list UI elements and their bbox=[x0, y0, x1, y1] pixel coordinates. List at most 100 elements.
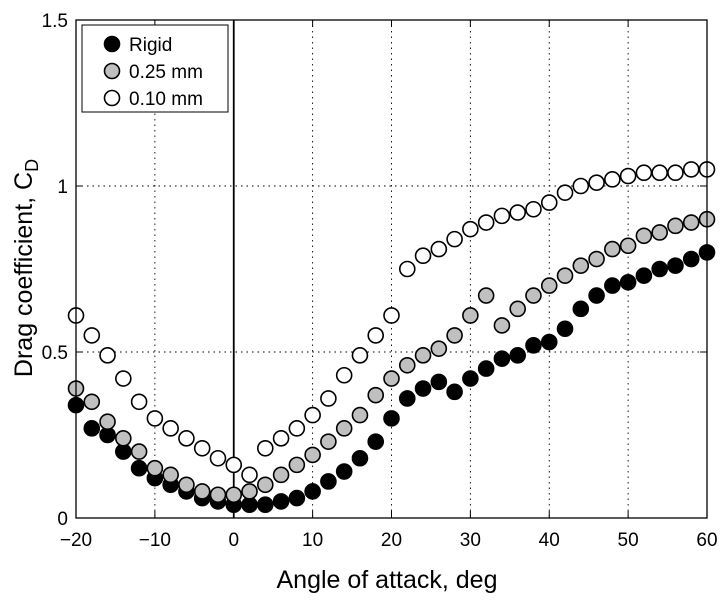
data-point bbox=[588, 250, 605, 268]
x-tick-label: −10 bbox=[139, 530, 171, 551]
data-point bbox=[493, 317, 511, 334]
data-point bbox=[572, 177, 590, 195]
data-point bbox=[635, 267, 653, 284]
data-point bbox=[604, 277, 621, 294]
x-axis-label: Angle of attack, deg bbox=[277, 566, 498, 594]
data-point bbox=[446, 230, 463, 248]
legend-marker bbox=[103, 35, 121, 53]
data-point bbox=[540, 277, 558, 294]
data-point bbox=[540, 194, 558, 211]
data-point bbox=[556, 184, 574, 201]
data-point bbox=[667, 257, 684, 274]
data-point bbox=[99, 347, 116, 364]
data-point bbox=[241, 483, 258, 500]
data-point bbox=[367, 327, 385, 344]
data-point bbox=[462, 370, 479, 387]
data-point bbox=[572, 300, 590, 318]
data-point bbox=[493, 207, 511, 225]
data-point bbox=[130, 393, 148, 411]
data-point bbox=[477, 287, 495, 304]
y-tick-label: 1 bbox=[57, 177, 68, 198]
data-point bbox=[414, 247, 432, 265]
data-point bbox=[682, 250, 700, 268]
data-point bbox=[635, 227, 653, 245]
x-tick-label: 10 bbox=[302, 530, 323, 551]
data-point bbox=[493, 350, 511, 367]
legend: Rigid 0.25 mm 0.10 mm bbox=[81, 24, 229, 113]
data-point bbox=[83, 393, 101, 411]
data-point bbox=[477, 214, 495, 231]
data-point bbox=[162, 466, 179, 484]
data-point bbox=[651, 224, 668, 241]
data-point bbox=[651, 260, 668, 278]
data-point bbox=[604, 171, 621, 188]
data-point bbox=[209, 449, 227, 467]
data-point bbox=[651, 164, 668, 182]
data-point bbox=[115, 370, 132, 387]
data-point bbox=[588, 174, 605, 191]
y-tick-label: 1.5 bbox=[42, 11, 68, 32]
data-point bbox=[667, 217, 684, 235]
x-tick-label: 30 bbox=[460, 530, 481, 551]
legend-label: Rigid bbox=[129, 35, 172, 56]
data-point bbox=[178, 430, 195, 447]
x-tick-label: 40 bbox=[539, 530, 560, 551]
data-point bbox=[225, 486, 243, 504]
data-point bbox=[556, 267, 574, 284]
x-tick-label: 0 bbox=[228, 530, 239, 551]
data-point bbox=[130, 459, 148, 477]
data-point bbox=[667, 164, 684, 182]
data-point bbox=[320, 473, 337, 490]
data-point bbox=[320, 433, 337, 450]
data-point bbox=[83, 327, 101, 344]
data-point bbox=[99, 413, 116, 431]
data-point bbox=[604, 240, 621, 258]
data-point bbox=[398, 356, 416, 374]
x-tick-label: 60 bbox=[696, 530, 717, 551]
data-point bbox=[209, 486, 227, 504]
data-point bbox=[367, 386, 385, 404]
y-tick-label: 0 bbox=[57, 509, 68, 530]
data-point bbox=[241, 466, 258, 484]
data-point bbox=[556, 320, 574, 338]
data-point bbox=[351, 406, 369, 424]
data-point bbox=[509, 300, 527, 318]
data-point bbox=[462, 307, 479, 324]
data-point bbox=[619, 273, 637, 291]
data-point bbox=[288, 456, 306, 474]
data-point bbox=[588, 287, 605, 304]
data-point bbox=[682, 214, 700, 231]
x-tick-label: 50 bbox=[618, 530, 639, 551]
data-point bbox=[225, 456, 243, 474]
x-tick-label: −20 bbox=[60, 530, 92, 551]
series-3 bbox=[67, 161, 716, 484]
data-point bbox=[430, 373, 448, 391]
data-point bbox=[635, 164, 653, 182]
data-point bbox=[178, 476, 195, 494]
data-point bbox=[525, 200, 542, 218]
data-point bbox=[130, 443, 148, 460]
data-point bbox=[272, 430, 290, 447]
data-point bbox=[430, 240, 448, 258]
data-point bbox=[572, 257, 590, 274]
data-point bbox=[414, 380, 432, 397]
data-point bbox=[288, 420, 306, 437]
data-point bbox=[367, 433, 385, 450]
data-point bbox=[509, 347, 527, 364]
data-point bbox=[193, 483, 211, 500]
data-point bbox=[398, 260, 416, 278]
axis-ticks: −20 −10 0 10 20 30 40 50 60 0 0.5 1 1.5 bbox=[42, 11, 718, 551]
data-point bbox=[304, 406, 321, 424]
y-axis-label: Drag coefficient, CD bbox=[10, 159, 42, 377]
data-point bbox=[619, 237, 637, 255]
data-point bbox=[335, 420, 353, 437]
data-point bbox=[335, 463, 353, 480]
data-point bbox=[477, 360, 495, 377]
data-point bbox=[115, 430, 132, 447]
data-point bbox=[446, 327, 463, 344]
legend-marker bbox=[103, 89, 121, 107]
data-point bbox=[525, 287, 542, 304]
data-point bbox=[256, 439, 274, 457]
data-point bbox=[430, 340, 448, 357]
data-point bbox=[509, 204, 527, 221]
